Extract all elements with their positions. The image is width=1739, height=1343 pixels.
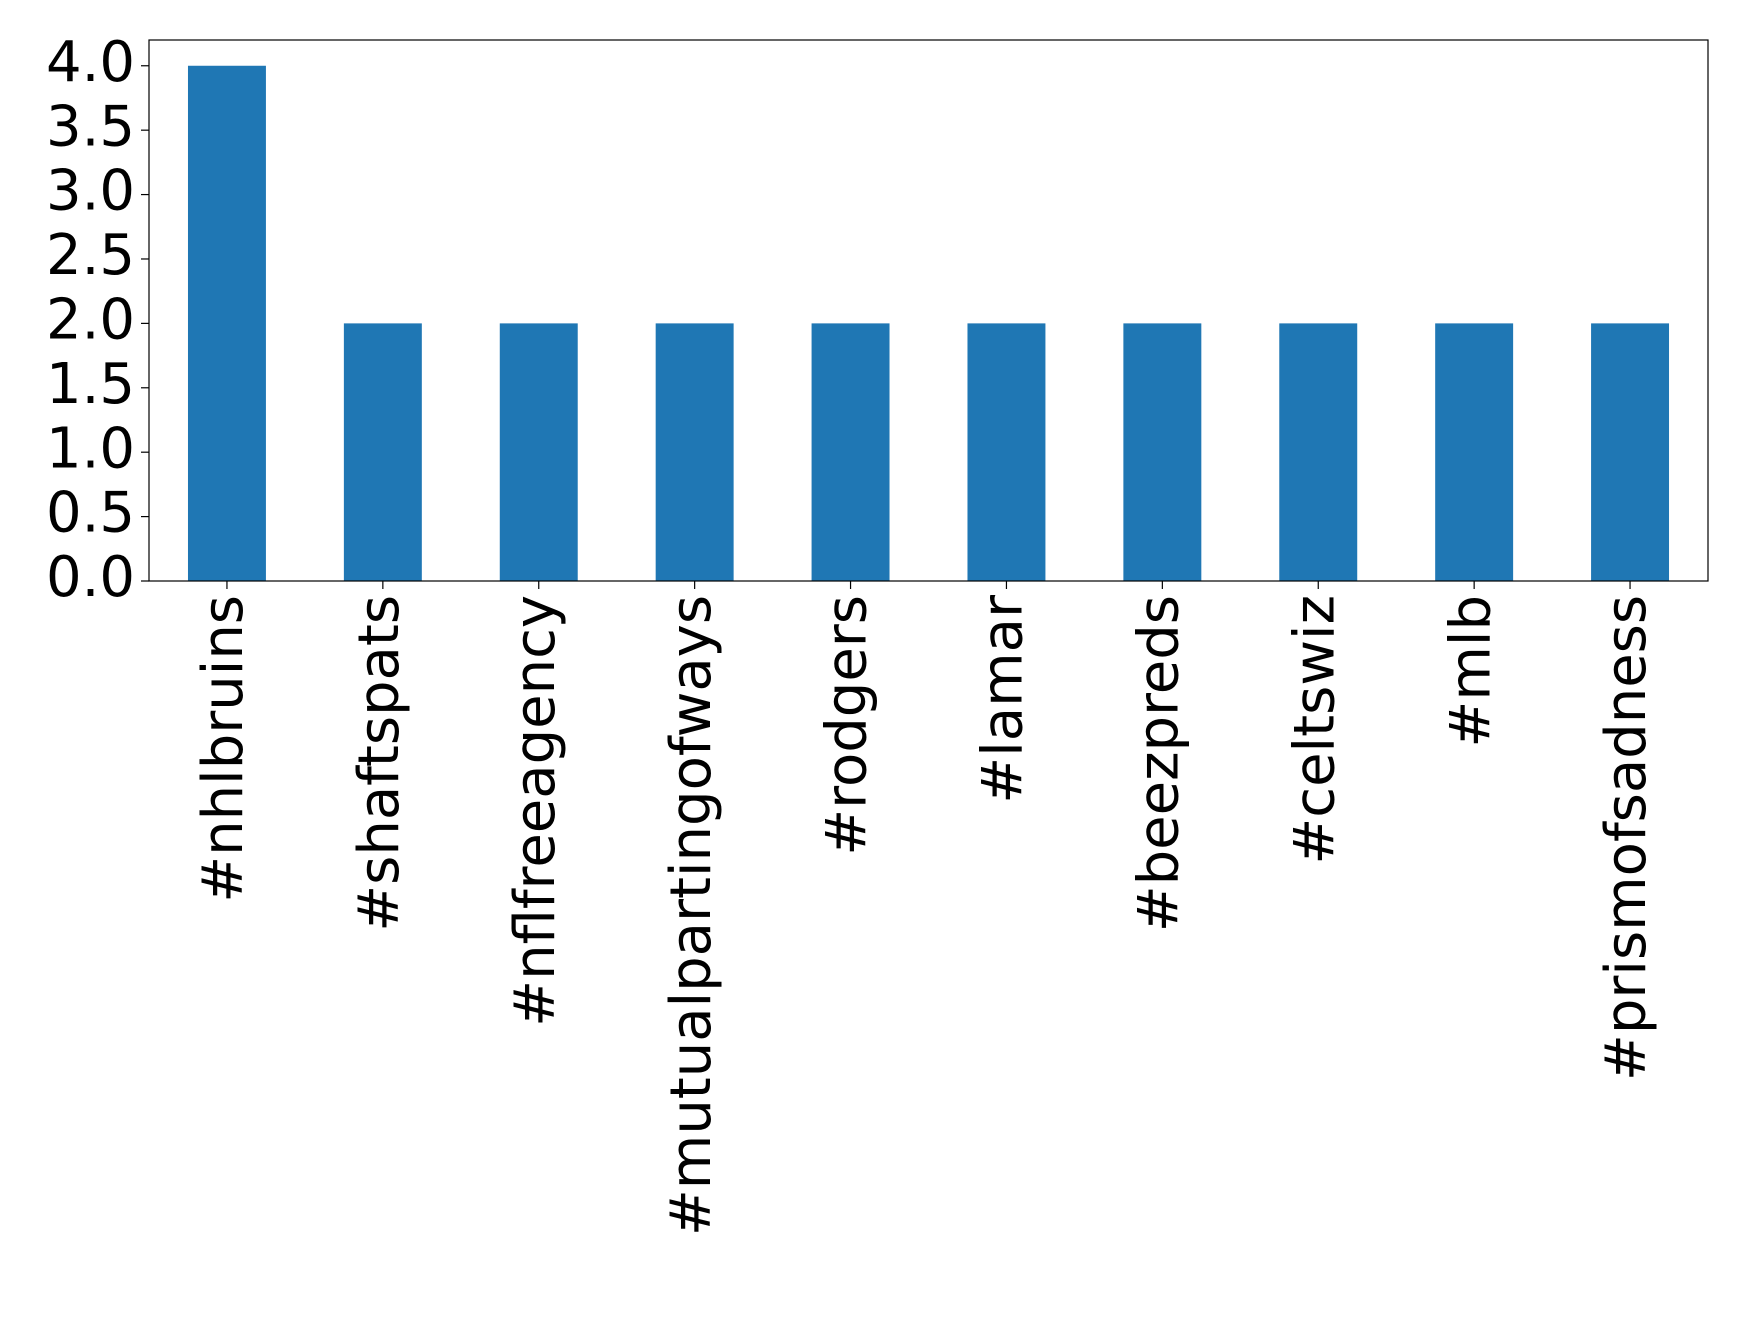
bar	[499, 323, 578, 581]
x-tick-label: #rodgers	[815, 595, 880, 856]
x-tick-label: #mutualpartingofways	[659, 595, 724, 1236]
bar	[1591, 323, 1670, 581]
bar	[1279, 323, 1358, 581]
y-tick-label: 1.5	[46, 352, 135, 417]
y-tick-label: 0.0	[46, 545, 135, 610]
x-tick-label: #nflfreeagency	[503, 595, 568, 1027]
bar	[811, 323, 890, 581]
x-tick-label: #mlb	[1438, 595, 1503, 748]
x-tick-label: #prismofsadness	[1594, 595, 1659, 1081]
x-tick-label: #nhlbruins	[191, 595, 256, 903]
bar	[187, 65, 266, 581]
bar	[343, 323, 422, 581]
y-tick-label: 0.5	[46, 481, 135, 546]
bar	[967, 323, 1046, 581]
x-tick-label: #celtswiz	[1282, 595, 1347, 865]
axes-frame	[148, 39, 1709, 582]
y-tick-label: 3.0	[46, 159, 135, 224]
x-tick-label: #lamar	[971, 594, 1036, 804]
bar	[655, 323, 734, 581]
y-tick-label: 2.0	[46, 288, 135, 353]
y-tick-label: 1.0	[46, 416, 135, 481]
bar	[1435, 323, 1514, 581]
y-tick-label: 2.5	[46, 223, 135, 288]
x-tick-label: #beezpreds	[1126, 595, 1191, 932]
y-tick-label: 4.0	[46, 30, 135, 95]
bar	[1123, 323, 1202, 581]
x-tick-label: #shaftspats	[347, 595, 412, 932]
y-tick-label: 3.5	[46, 94, 135, 159]
